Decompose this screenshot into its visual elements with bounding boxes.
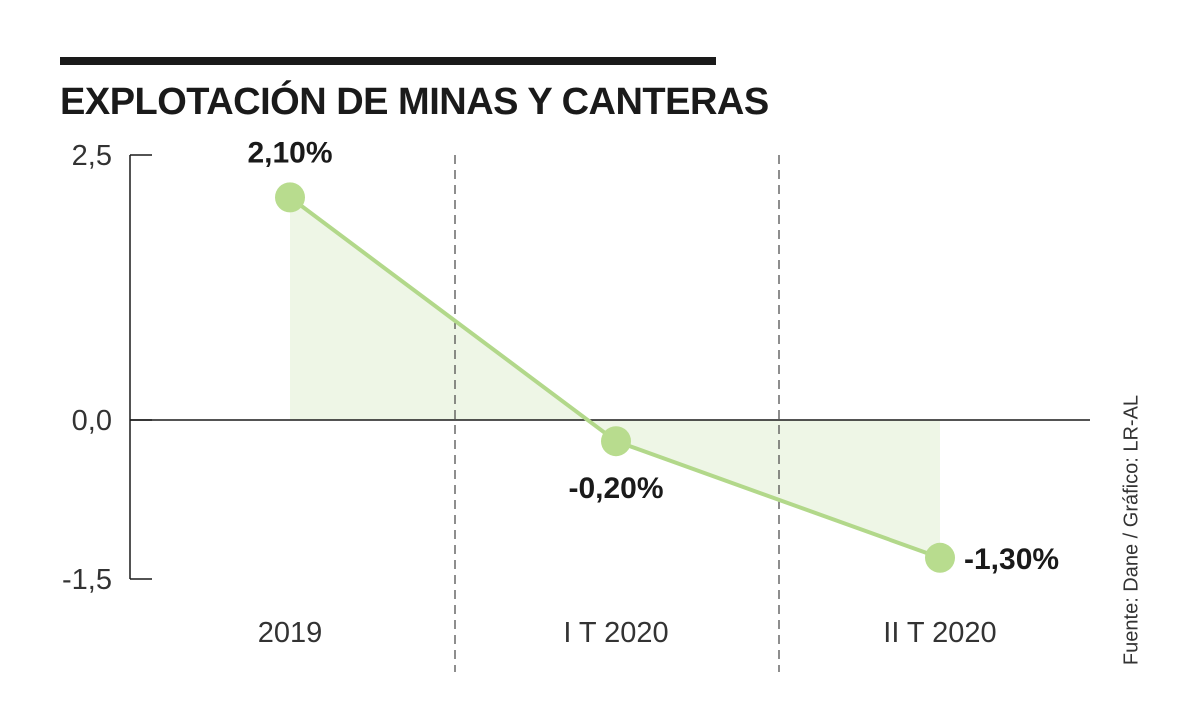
x-category-label: I T 2020 [563,617,668,649]
data-label-1: 2,10% [247,136,332,169]
data-point-3 [925,542,955,573]
data-label-2: -0,20% [568,472,663,505]
top-rule [60,57,716,65]
x-category-label: 2019 [258,617,323,649]
source-note: Fuente: Dane / Gráfico: LR-AL [1120,394,1143,666]
data-point-2 [601,426,631,457]
chart-title: EXPLOTACIÓN DE MINAS Y CANTERAS [60,81,769,123]
y-tick-label: 0,0 [72,405,112,437]
data-label-3: -1,30% [964,543,1059,576]
y-tick-label: -1,5 [62,564,112,596]
data-point-1 [275,182,305,213]
area-fill [290,197,940,558]
x-category-label: II T 2020 [883,617,996,649]
y-tick-label: 2,5 [72,140,112,172]
